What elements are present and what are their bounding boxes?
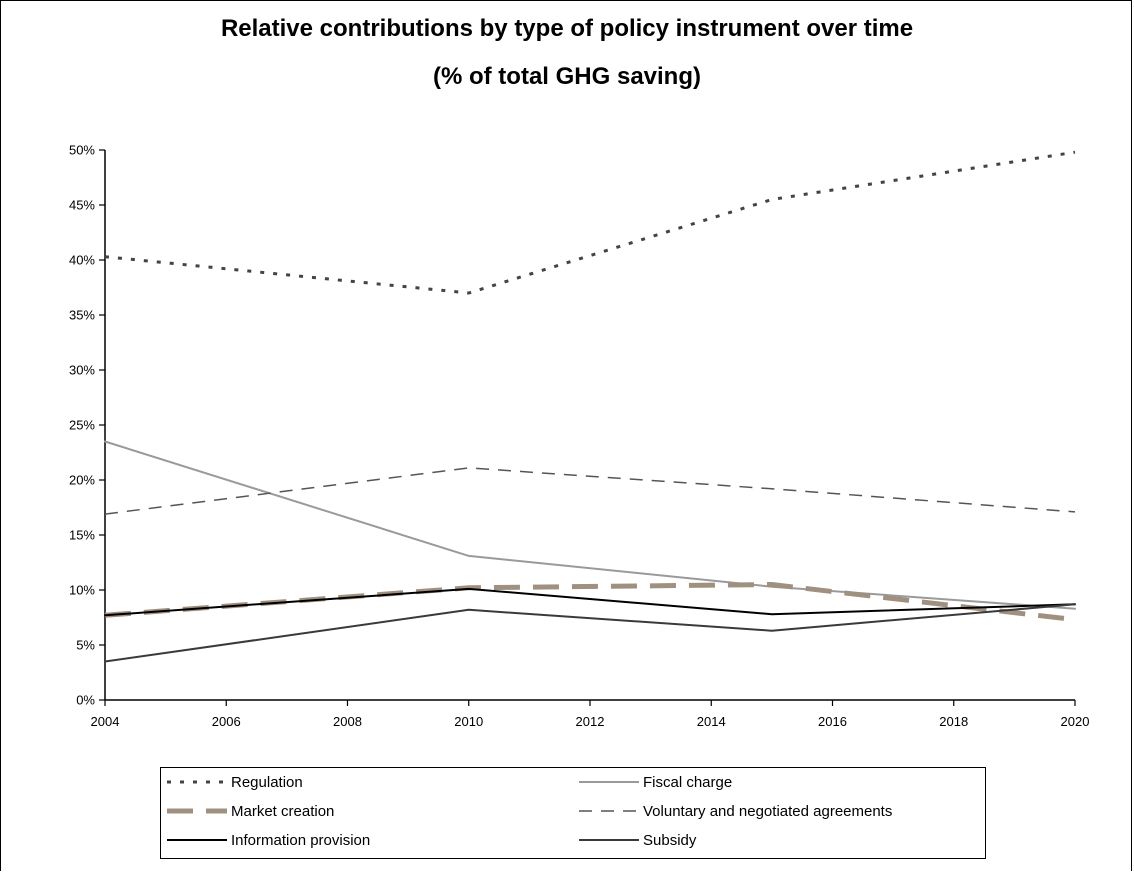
legend-swatch (579, 839, 639, 841)
legend-item: Subsidy (577, 828, 696, 852)
legend-label: Information provision (231, 831, 371, 849)
legend-label: Voluntary and negotiated agreements (643, 802, 893, 820)
legend-swatch (167, 839, 227, 841)
legend-swatch (579, 810, 639, 812)
axes: 0% 5% 10% 15% 20% 25% 30% 35% 40% 45% 50% 2004 2006 2… (69, 143, 1089, 730)
legend-swatch (167, 780, 227, 784)
legend-item: Fiscal charge (577, 770, 732, 794)
legend-item: Regulation (165, 770, 303, 794)
y-tick-label: 40% (69, 253, 95, 268)
x-tick-label: 2012 (576, 714, 605, 729)
legend-item: Voluntary and negotiated agreements (577, 799, 892, 823)
legend-swatch (579, 781, 639, 783)
series-line-market-creation (104, 582, 1076, 623)
legend: Regulation Fiscal charge Market creation Vo… (160, 767, 986, 859)
series-line-regulation (104, 150, 1076, 295)
x-tick-label: 2006 (212, 714, 241, 729)
y-tick-label: 20% (69, 473, 95, 488)
x-tick-label: 2004 (91, 714, 120, 729)
y-tick-label: 45% (69, 198, 95, 213)
x-tick-label: 2014 (697, 714, 726, 729)
y-tick-label: 50% (69, 143, 95, 158)
legend-item: Information provision (165, 828, 370, 852)
legend-label: Fiscal charge (643, 773, 733, 791)
legend-label: Regulation (231, 773, 303, 791)
y-tick-label: 5% (76, 638, 95, 653)
legend-item: Market creation (165, 799, 334, 823)
y-tick-label: 35% (69, 308, 95, 323)
series-line-voluntary-and-negotiated-agreements (104, 467, 1076, 515)
y-tick-label: 10% (69, 583, 95, 598)
series-line-fiscal-charge (104, 440, 1076, 610)
series-line-subsidy (104, 603, 1076, 663)
x-tick-label: 2018 (939, 714, 968, 729)
x-tick-label: 2020 (1061, 714, 1090, 729)
y-tick-label: 0% (76, 693, 95, 708)
y-tick-label: 25% (69, 418, 95, 433)
legend-label: Market creation (231, 802, 335, 820)
y-tick-label: 15% (69, 528, 95, 543)
chart-subtitle: (% of total GHG saving) (432, 63, 701, 90)
y-tick-label: 30% (69, 363, 95, 378)
x-tick-label: 2008 (333, 714, 362, 729)
legend-label: Subsidy (643, 831, 697, 849)
x-tick-label: 2010 (454, 714, 483, 729)
series-line-information-provision (104, 587, 1076, 617)
series-layer (104, 150, 1076, 663)
chart-title: Relative contributions by type of policy… (220, 15, 914, 42)
x-tick-label: 2016 (818, 714, 847, 729)
legend-swatch (167, 808, 227, 814)
